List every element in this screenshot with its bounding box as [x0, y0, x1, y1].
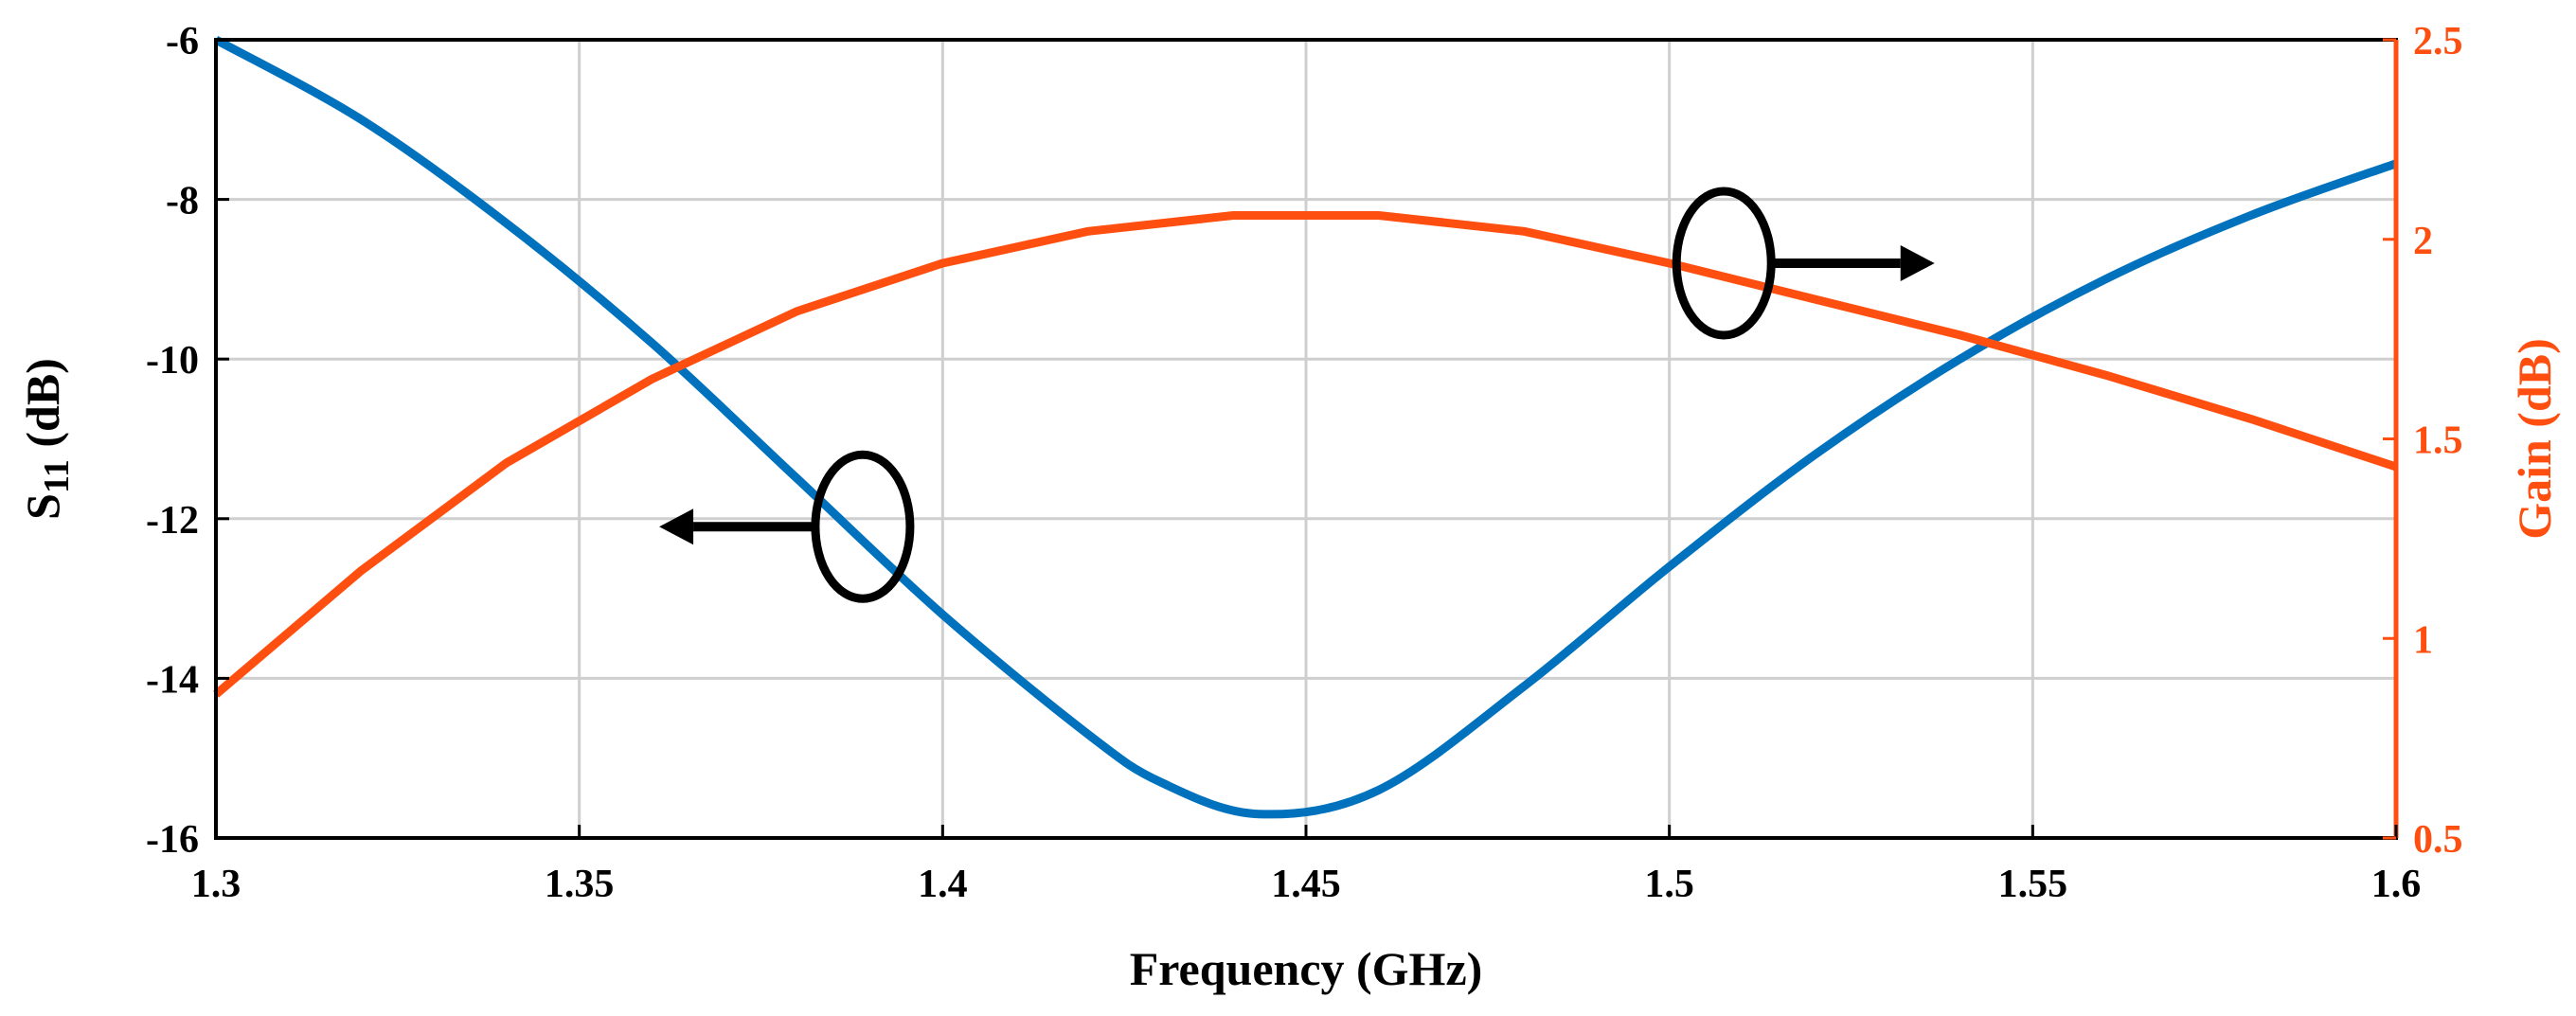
y-left-axis-label: S11 (dB)	[16, 358, 77, 520]
y-right-tick-label: 1	[2413, 618, 2433, 662]
x-tick-label: 1.45	[1271, 863, 1341, 906]
x-tick-label: 1.5	[1644, 863, 1694, 906]
y-left-tick-label: -16	[146, 818, 199, 862]
y-right-tick-label: 2.5	[2413, 20, 2463, 63]
y-right-tick-label: 0.5	[2413, 818, 2463, 862]
x-tick-label: 1.55	[1998, 863, 2068, 906]
s11-marker-arrow-head	[659, 508, 694, 545]
y-left-tick-label: -8	[166, 180, 199, 223]
y-left-label-main: S	[16, 493, 69, 520]
y-left-label-sub: 11	[37, 459, 77, 493]
y-right-tick-label: 2	[2413, 220, 2433, 263]
y-right-tick-label: 1.5	[2413, 419, 2463, 463]
x-tick-label: 1.35	[545, 863, 615, 906]
y-left-tick-label: -6	[166, 20, 199, 63]
y-left-tick-label: -12	[146, 499, 199, 543]
tick-layer: 1.3 1.35 1.4 1.45 1.5 1.55 1.6 -6 -8 -10 -12 -14 -16…	[146, 20, 2463, 906]
y-right-axis-label: Gain (dB)	[2508, 338, 2561, 540]
series-line-s11	[213, 36, 2398, 819]
grid-layer	[216, 40, 2396, 838]
series-layer	[213, 36, 2398, 819]
series-line-gain	[213, 211, 2398, 698]
x-axis-label: Frequency (GHz)	[1130, 942, 1483, 995]
x-tick-label: 1.6	[2371, 863, 2422, 906]
y-left-label-suffix: (dB)	[16, 358, 69, 459]
gain-marker-ellipse	[1672, 187, 1776, 340]
gain-marker-arrow-head	[1900, 245, 1935, 282]
y-left-tick-label: -14	[146, 658, 199, 702]
y-left-tick-label: -10	[146, 339, 199, 383]
x-tick-label: 1.3	[191, 863, 242, 906]
x-tick-label: 1.4	[918, 863, 968, 906]
annotation-layer	[659, 187, 1935, 603]
s11-marker-ellipse	[811, 450, 915, 603]
